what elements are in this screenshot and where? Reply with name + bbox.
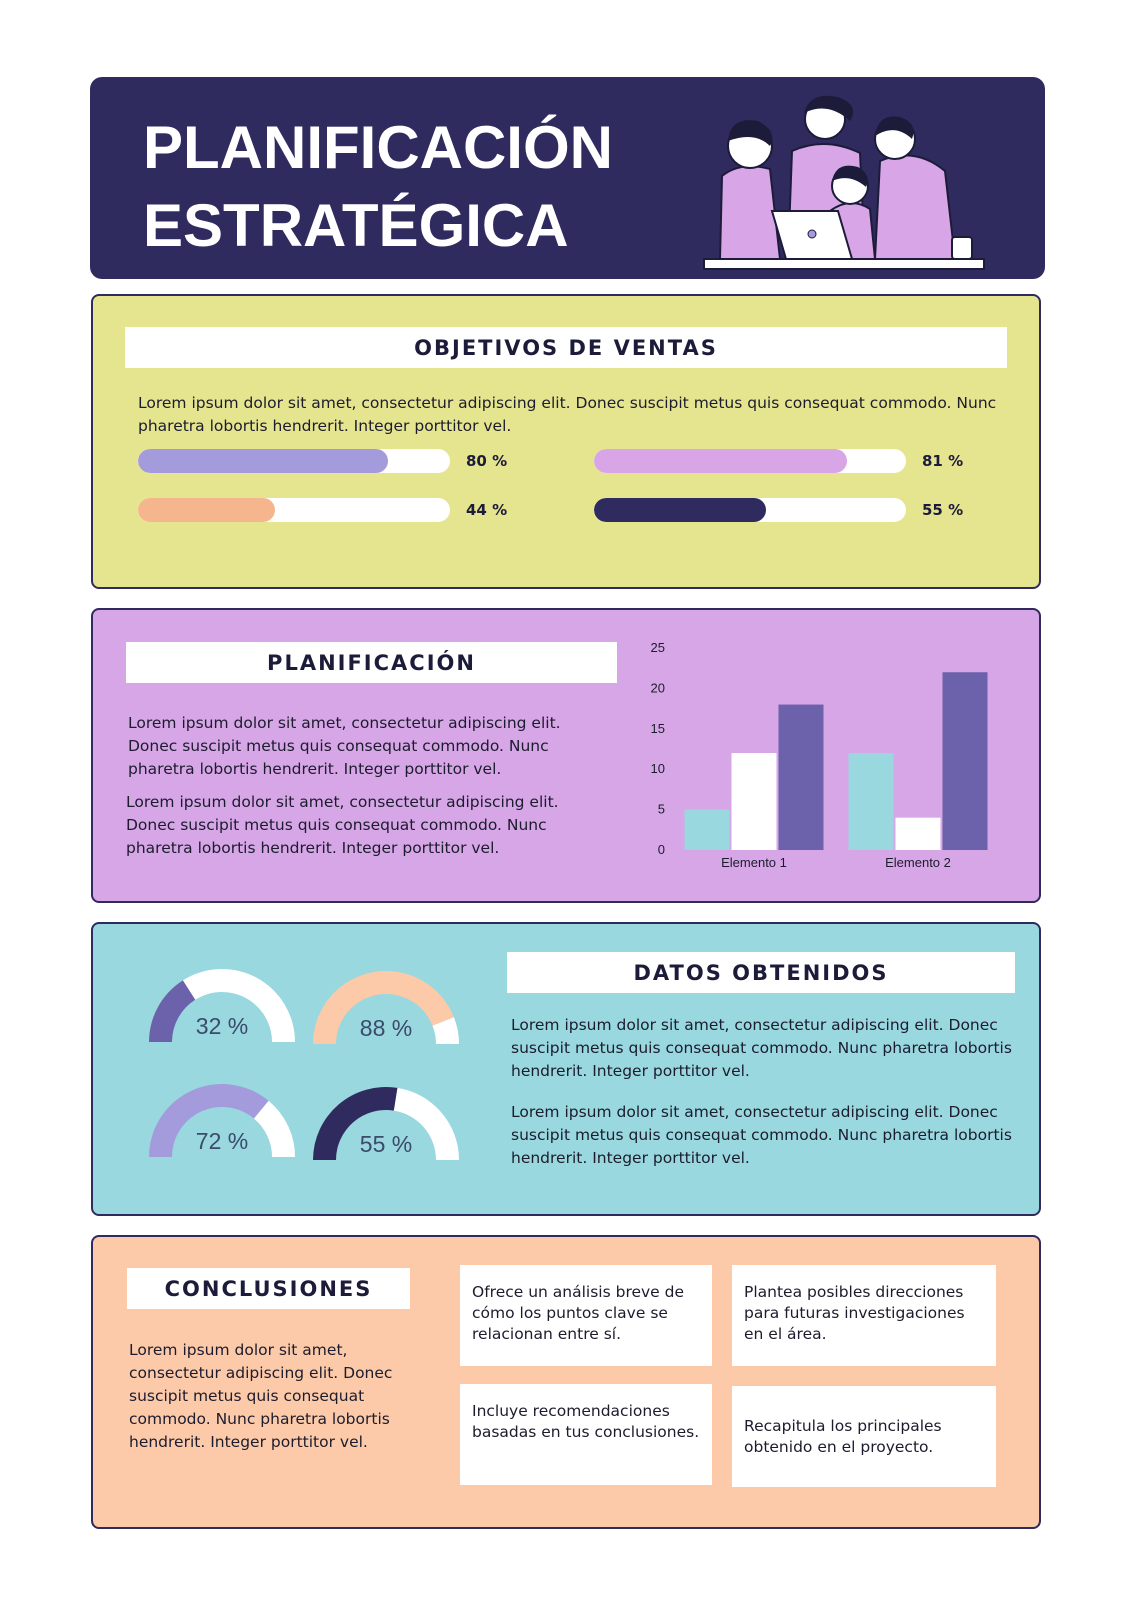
paragraph: Lorem ipsum dolor sit amet, consectetur … [126, 793, 559, 857]
paragraph: Lorem ipsum dolor sit amet, consectetur … [129, 1341, 393, 1451]
card: Incluye recomendaciones basadas en tus c… [460, 1384, 712, 1485]
progress-track [594, 498, 906, 522]
card: Recapitula los principales obtenido en e… [732, 1386, 996, 1487]
paragraph: Lorem ipsum dolor sit amet, consectetur … [138, 394, 997, 435]
progress-label: 44 % [466, 501, 508, 519]
progress-track [594, 449, 906, 473]
card: Ofrece un análisis breve de cómo los pun… [460, 1265, 712, 1366]
progress-bar [138, 449, 388, 473]
section-title: PLANIFICACIÓN [126, 642, 617, 683]
header: PLANIFICACIÓN ESTRATÉGICA [90, 77, 1045, 279]
section-title: CONCLUSIONES [127, 1268, 410, 1309]
section-title: DATOS OBTENIDOS [507, 952, 1015, 993]
paragraph: Lorem ipsum dolor sit amet, consectetur … [128, 714, 561, 778]
illustration [703, 95, 985, 270]
section-title: OBJETIVOS DE VENTAS [125, 327, 1007, 368]
progress-bar [594, 449, 847, 473]
progress-bar [594, 498, 766, 522]
paragraph: Lorem ipsum dolor sit amet, consectetur … [511, 1103, 1012, 1167]
card: Plantea posibles direcciones para futura… [732, 1265, 996, 1366]
title: PLANIFICACIÓN ESTRATÉGICA [143, 114, 613, 259]
progress-label: 55 % [922, 501, 964, 519]
progress-track [138, 498, 450, 522]
progress-label: 80 % [466, 452, 508, 470]
paragraph: Lorem ipsum dolor sit amet, consectetur … [511, 1016, 1012, 1080]
progress-bar [138, 498, 276, 522]
progress-track [138, 449, 450, 473]
progress-label: 81 % [922, 452, 964, 470]
